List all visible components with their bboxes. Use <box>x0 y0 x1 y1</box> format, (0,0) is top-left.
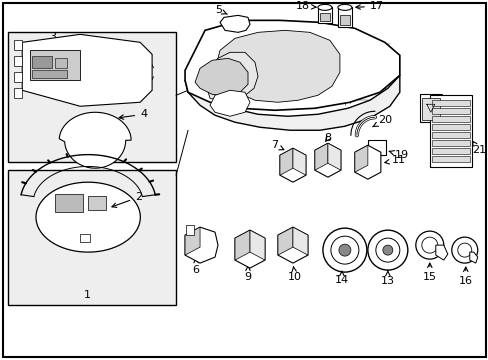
Polygon shape <box>235 230 249 260</box>
Text: 4: 4 <box>119 109 147 119</box>
Text: 14: 14 <box>334 271 348 285</box>
Bar <box>429 95 471 167</box>
Circle shape <box>338 244 350 256</box>
Polygon shape <box>354 145 367 172</box>
Bar <box>14 88 22 98</box>
Text: 5: 5 <box>215 5 227 15</box>
Text: 15: 15 <box>422 263 436 282</box>
Polygon shape <box>235 230 264 268</box>
Text: 3: 3 <box>49 32 56 42</box>
Circle shape <box>457 243 471 257</box>
Bar <box>88 196 106 210</box>
Polygon shape <box>36 182 140 252</box>
Bar <box>55 58 67 68</box>
Bar <box>319 13 329 21</box>
Polygon shape <box>292 148 305 175</box>
Bar <box>317 7 331 23</box>
Bar <box>431 124 469 130</box>
Bar <box>55 194 83 212</box>
Circle shape <box>322 228 366 272</box>
Bar <box>14 40 22 50</box>
Text: 2: 2 <box>112 192 142 207</box>
Circle shape <box>421 237 437 253</box>
Bar <box>367 140 385 155</box>
Text: 11: 11 <box>384 155 405 165</box>
Bar <box>339 15 349 25</box>
Polygon shape <box>204 52 258 100</box>
Polygon shape <box>59 112 131 168</box>
Polygon shape <box>280 148 292 175</box>
Polygon shape <box>327 143 340 170</box>
Polygon shape <box>277 227 307 263</box>
Text: 20: 20 <box>372 115 391 127</box>
Circle shape <box>330 236 358 264</box>
Text: 8: 8 <box>324 133 331 143</box>
Bar <box>431 156 469 162</box>
Ellipse shape <box>337 4 351 10</box>
Bar <box>431 148 469 154</box>
Text: 21: 21 <box>471 141 485 155</box>
Bar <box>32 70 67 78</box>
Bar <box>421 98 439 120</box>
Polygon shape <box>314 143 340 177</box>
Polygon shape <box>210 90 249 116</box>
Polygon shape <box>220 15 249 32</box>
Text: 10: 10 <box>287 266 301 282</box>
Text: 9: 9 <box>244 266 251 282</box>
Bar <box>8 32 176 162</box>
Polygon shape <box>280 148 305 182</box>
Polygon shape <box>354 145 380 179</box>
Circle shape <box>367 230 407 270</box>
Circle shape <box>382 245 392 255</box>
Polygon shape <box>469 252 477 263</box>
Bar <box>185 225 194 235</box>
Polygon shape <box>292 227 307 255</box>
Bar <box>419 94 441 122</box>
Polygon shape <box>184 75 399 130</box>
Circle shape <box>372 144 380 152</box>
Polygon shape <box>22 34 152 106</box>
Text: 16: 16 <box>458 267 472 286</box>
Polygon shape <box>184 21 399 110</box>
Bar <box>431 108 469 114</box>
Circle shape <box>415 231 443 259</box>
Bar <box>8 170 176 305</box>
Bar <box>431 132 469 138</box>
Polygon shape <box>184 227 218 263</box>
Text: 6: 6 <box>192 258 199 275</box>
Text: 7: 7 <box>270 140 284 150</box>
Circle shape <box>375 238 399 262</box>
Polygon shape <box>435 245 447 260</box>
Circle shape <box>451 237 477 263</box>
Text: 17: 17 <box>355 1 383 12</box>
Polygon shape <box>249 230 264 260</box>
Text: 12: 12 <box>442 97 463 107</box>
Bar <box>32 56 52 68</box>
Text: 19: 19 <box>388 150 408 160</box>
Polygon shape <box>184 227 200 255</box>
Bar <box>14 56 22 66</box>
Text: 1: 1 <box>83 290 90 300</box>
Bar <box>431 100 469 106</box>
Bar <box>431 140 469 146</box>
Polygon shape <box>195 58 247 96</box>
Polygon shape <box>215 30 339 102</box>
Circle shape <box>238 21 242 24</box>
Ellipse shape <box>317 4 331 10</box>
Bar <box>337 7 351 27</box>
Polygon shape <box>277 227 292 255</box>
Polygon shape <box>314 143 327 170</box>
Text: 18: 18 <box>295 1 315 12</box>
Circle shape <box>225 21 229 25</box>
Bar <box>30 50 80 80</box>
Bar <box>14 72 22 82</box>
Text: 13: 13 <box>380 270 394 286</box>
Bar <box>80 234 90 242</box>
Bar <box>431 116 469 122</box>
